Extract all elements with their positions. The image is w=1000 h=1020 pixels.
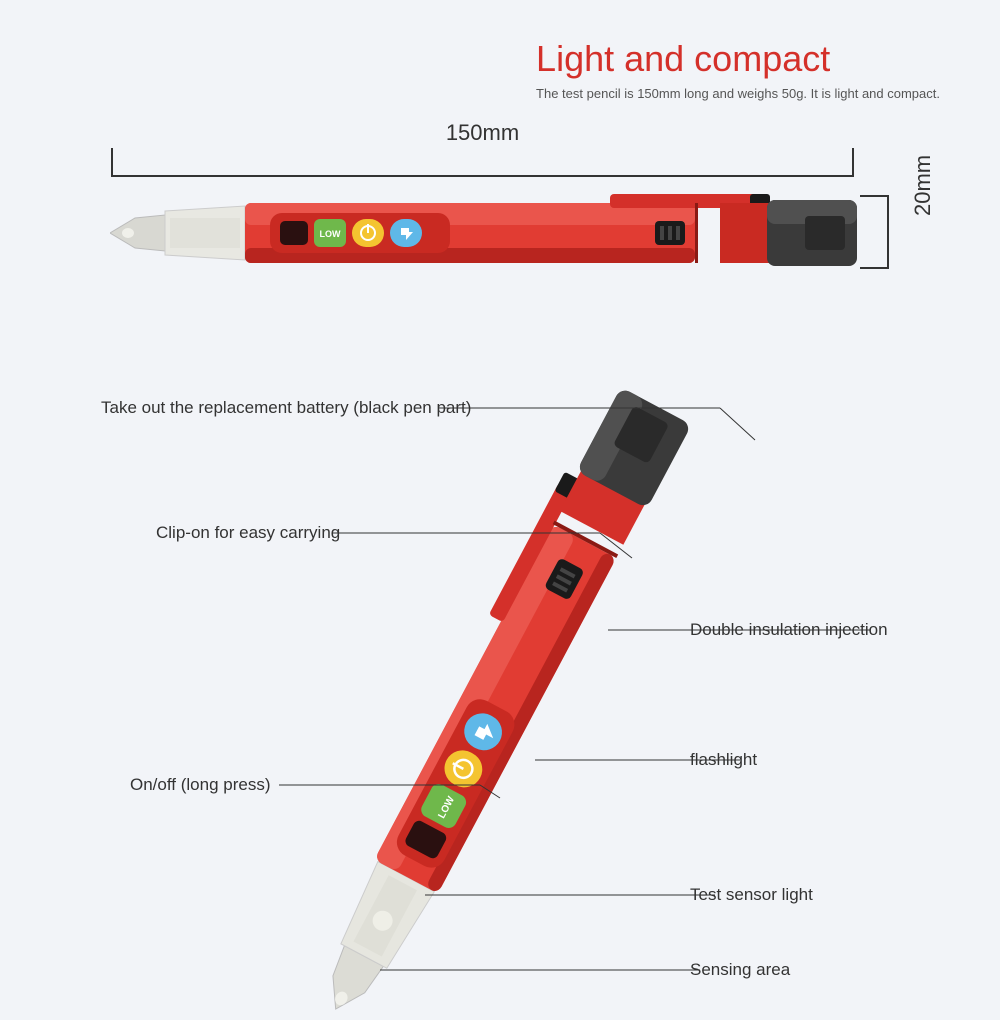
callout-sensing-area: Sensing area <box>690 960 790 980</box>
page-title: Light and compact <box>536 38 940 80</box>
callout-clip: Clip-on for easy carrying <box>156 523 340 543</box>
height-label: 20mm <box>910 155 936 216</box>
svg-text:LOW: LOW <box>320 229 341 239</box>
callout-battery: Take out the replacement battery (black … <box>101 398 471 418</box>
pen-diagonal: LOW <box>0 380 1000 1020</box>
feature-diagram: LOW <box>0 380 1000 1000</box>
callout-insulation-text: Double insulation injection <box>690 620 888 639</box>
callout-flashlight: flashlight <box>690 750 757 770</box>
page-subtitle: The test pencil is 150mm long and weighs… <box>536 86 940 101</box>
height-dimension: 20mm <box>860 156 940 286</box>
callout-clip-text: Clip-on for easy carrying <box>156 523 340 542</box>
width-dimension: 150mm <box>110 120 855 180</box>
dimension-diagram: 150mm LOW <box>110 120 890 268</box>
width-label: 150mm <box>446 120 519 146</box>
callout-sensor-light-text: Test sensor light <box>690 885 813 904</box>
callout-insulation: Double insulation injection <box>690 620 888 640</box>
callout-sensor-light: Test sensor light <box>690 885 813 905</box>
callout-sensing-area-text: Sensing area <box>690 960 790 979</box>
callout-onoff-text: On/off (long press) <box>130 775 270 794</box>
pen-horizontal: LOW <box>110 188 855 268</box>
header: Light and compact The test pencil is 150… <box>536 38 940 101</box>
callout-onoff: On/off (long press) <box>130 775 270 795</box>
callout-flashlight-text: flashlight <box>690 750 757 769</box>
callout-battery-text: Take out the replacement battery (black … <box>101 398 471 417</box>
